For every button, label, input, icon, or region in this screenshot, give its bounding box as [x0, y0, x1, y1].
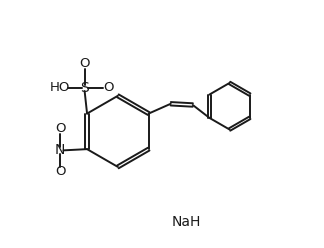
- Text: O: O: [55, 165, 65, 179]
- Text: NaH: NaH: [172, 215, 201, 229]
- Text: O: O: [79, 57, 90, 70]
- Text: S: S: [80, 81, 89, 95]
- Text: HO: HO: [50, 81, 70, 94]
- Text: O: O: [55, 122, 65, 135]
- Text: N: N: [55, 143, 65, 157]
- Text: O: O: [103, 81, 114, 94]
